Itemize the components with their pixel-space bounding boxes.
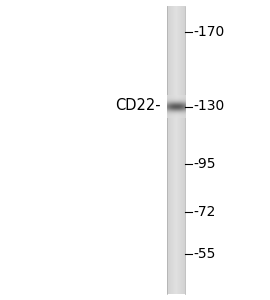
Bar [180,6,181,294]
Bar [184,6,185,294]
Bar [172,6,173,294]
Bar [183,6,184,294]
Bar [168,6,169,294]
Bar [176,6,177,294]
Bar [177,6,178,294]
Text: -55: -55 [193,247,215,260]
Bar [171,6,172,294]
Text: CD22-: CD22- [115,98,161,113]
Text: -170: -170 [193,25,224,38]
Bar [179,6,180,294]
Bar [175,6,176,294]
Bar [169,6,170,294]
Bar [181,6,182,294]
Bar [174,6,175,294]
Bar [170,6,171,294]
Bar [173,6,174,294]
Text: -130: -130 [193,100,224,113]
Text: -72: -72 [193,205,215,218]
Text: -95: -95 [193,157,215,170]
Bar [182,6,183,294]
Bar [167,6,168,294]
Bar [178,6,179,294]
